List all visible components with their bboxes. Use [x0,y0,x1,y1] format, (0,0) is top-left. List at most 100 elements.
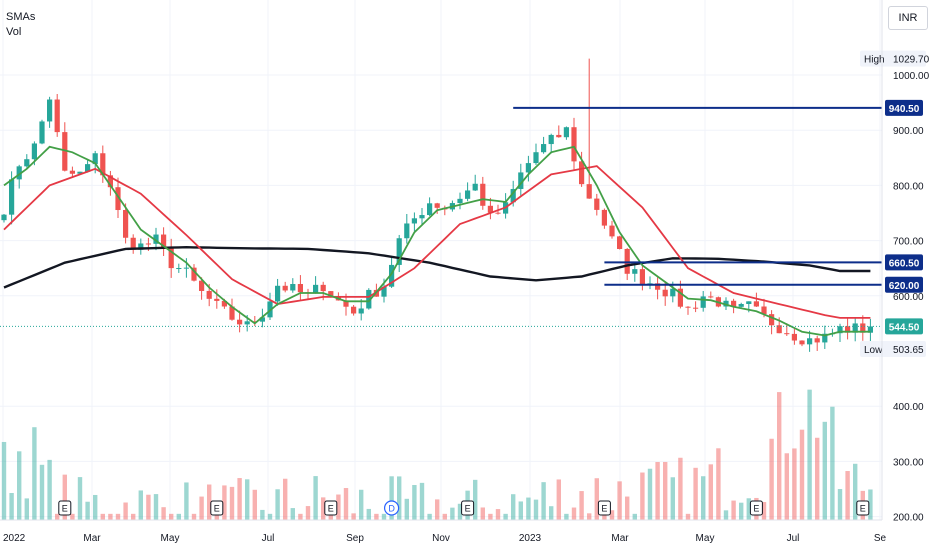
volume-bar [146,494,151,520]
candle-body [685,306,691,308]
volume-bar [343,488,349,520]
candle-body [761,306,767,315]
earnings-marker-label: E [328,504,334,514]
candle-body [487,205,493,213]
candle-body [799,340,805,345]
low-value: 503.65 [893,345,924,356]
volume-bar [830,406,835,520]
moving-averages [3,145,871,337]
volume-bar [313,476,318,520]
candle-body [221,300,227,307]
candle-body [807,338,813,345]
volume-bar [807,389,812,520]
volume-bar [701,476,706,520]
volume-bar [169,513,174,520]
volume-bar [17,451,22,520]
currency-button[interactable]: INR [888,6,928,30]
earnings-marker-label: E [601,504,607,514]
candle-body [320,284,326,292]
volume-bar [480,507,485,520]
candle-body [168,247,174,269]
candle-body [434,203,440,208]
y-tick-label: 200.00 [893,513,924,524]
candle-body [123,210,129,238]
candle-body [419,215,425,219]
horizontal-levels: 940.50 660.50 620.00 544.50 High 1029.70 Low 50… [0,50,930,357]
volume-bar [123,502,128,520]
volume-bar [62,474,67,520]
candle-body [518,172,524,189]
candle-body [24,159,30,167]
volume-bar [511,494,516,520]
volume-bar [419,482,425,520]
legend-volume[interactable]: Vol [6,26,22,38]
volume-bar [374,513,379,520]
earnings-marker [210,500,224,516]
volume-bar [625,496,630,520]
volume-bar [549,506,554,520]
candle-body [723,300,729,307]
volume-bar [77,477,83,520]
volume-bar [663,461,668,520]
volume-bar [731,500,736,520]
earnings-marker [461,500,475,516]
earnings-marker-label: E [62,504,68,514]
y-tick-label: 900.00 [893,126,924,137]
x-tick-label: May [161,533,180,544]
y-tick-label: 1000.00 [893,71,930,82]
volume-bar [108,513,113,520]
legend-smas[interactable]: SMAs [6,11,36,23]
volume-bar [533,499,539,520]
candle-body [601,209,607,226]
candle-body [366,289,372,309]
volume-bar [853,463,858,520]
candle-body [609,225,615,237]
level-price-label: 620.00 [889,281,920,292]
sma-fast-line [3,145,871,337]
x-tick-label: May [696,533,715,544]
earnings-marker-label: E [465,504,471,514]
candle-body [130,237,136,250]
volume-bar [815,437,820,520]
candle-body [92,153,98,165]
volume-bar [685,513,691,520]
candle-body [381,286,387,297]
y-tick-label: 800.00 [893,181,924,192]
earnings-marker-label: E [860,504,866,514]
candle-body [191,267,197,281]
volume-bar [609,510,615,520]
volume-bar [359,489,364,520]
volume-bar [708,464,713,520]
earnings-marker [58,500,72,516]
x-tick-label: Jul [787,533,800,544]
candle-body [389,264,395,287]
volume-bar [632,513,637,520]
candle-body [753,301,759,307]
earnings-marker [324,500,338,516]
y-tick-label: 400.00 [893,402,924,413]
earnings-marker-label: E [753,504,759,514]
sma-slow-line [3,245,871,289]
candlesticks [1,58,873,352]
volume-bar [283,478,288,520]
x-tick-label: Se [874,533,887,544]
candle-body [639,269,645,286]
volume-bar [290,508,295,520]
volume-bar [784,453,789,520]
candle-body [457,198,463,204]
candle-body [404,223,410,239]
volume-bar [412,485,417,520]
candle-body [39,121,45,144]
dividend-marker [384,500,400,516]
volume-bar [366,508,371,520]
level-price-tag [885,99,923,116]
volume-bar [541,482,546,520]
candle-body [252,321,258,323]
candle-body [510,188,516,203]
volume-bar [85,501,90,520]
volume-bar [495,509,501,520]
candle-body [746,301,752,304]
candle-body [837,326,843,334]
